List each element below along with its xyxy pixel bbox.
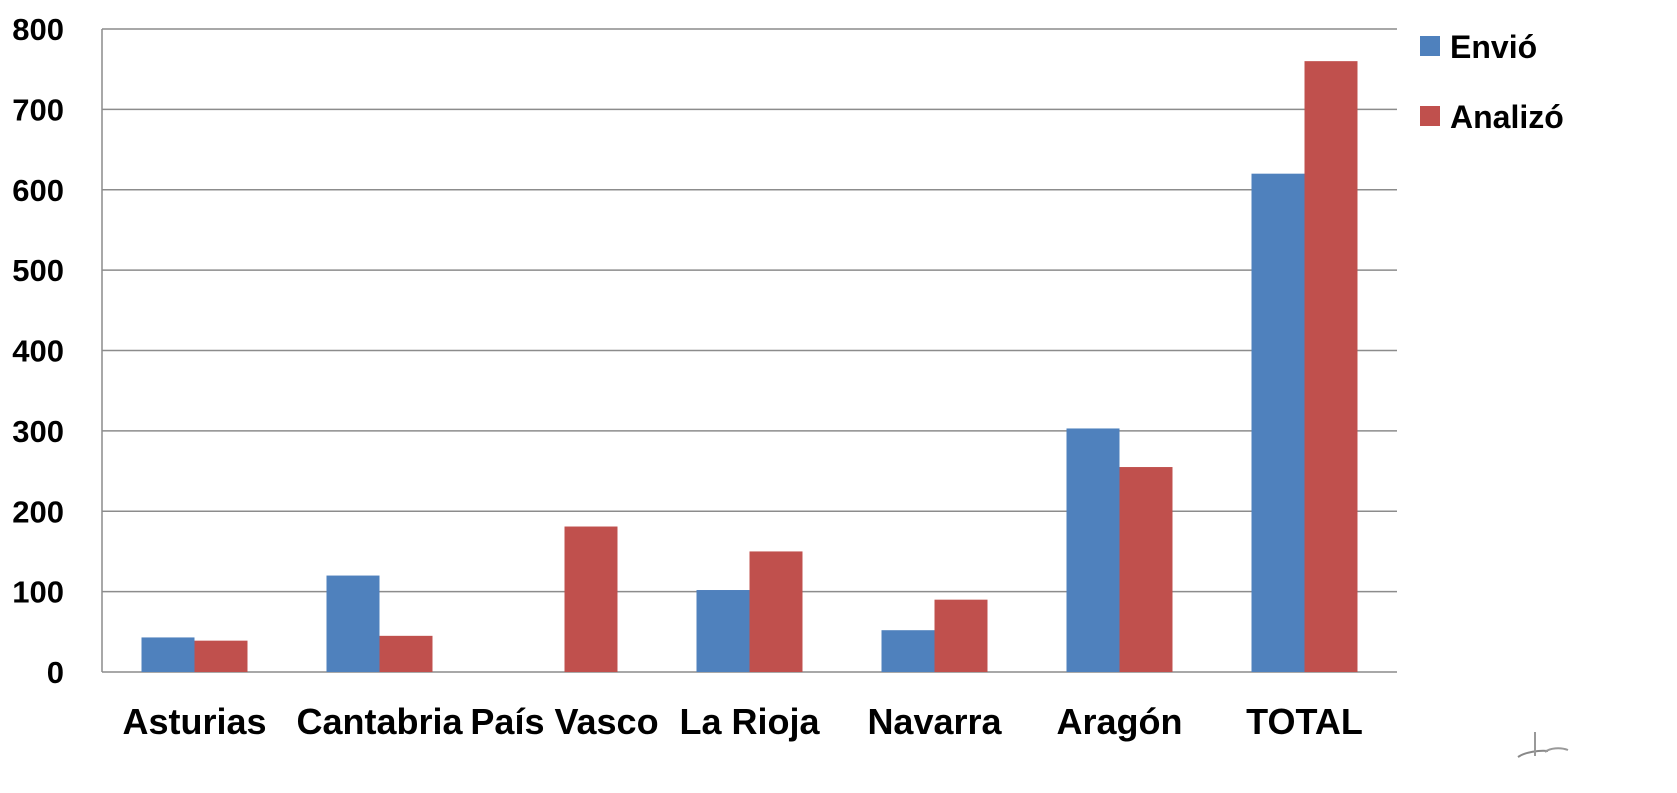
x-category-label: TOTAL: [1246, 701, 1363, 742]
bar-envio: [141, 637, 195, 672]
bar-analizo: [194, 640, 248, 672]
bar-analizo: [564, 526, 618, 672]
y-tick-label: 700: [12, 92, 64, 127]
y-tick-label: 300: [12, 414, 64, 449]
y-tick-label: 200: [12, 494, 64, 529]
x-category-label: Aragón: [1057, 701, 1183, 742]
corner-logo: [1517, 732, 1569, 758]
bar-envio: [1066, 428, 1120, 672]
x-category-label: Asturias: [122, 701, 266, 742]
x-category-label: Navarra: [867, 701, 1002, 742]
legend: Envió Analizó: [1420, 29, 1564, 135]
x-category-label: País Vasco: [470, 701, 658, 742]
y-tick-label: 500: [12, 253, 64, 288]
y-tick-label: 100: [12, 575, 64, 610]
legend-label: Envió: [1450, 29, 1537, 65]
bar-analizo: [934, 599, 988, 672]
bar-envio: [326, 575, 380, 672]
y-axis-ticks: 0 100 200 300 400 500 600 700 800: [12, 12, 64, 690]
x-category-label: La Rioja: [679, 701, 820, 742]
y-tick-label: 800: [12, 12, 64, 47]
bars: [141, 61, 1358, 673]
legend-swatch: [1420, 36, 1440, 56]
x-axis-labels: Asturias Cantabria País Vasco La Rioja Navar…: [122, 701, 1362, 742]
y-tick-label: 0: [47, 655, 64, 690]
bar-envio: [696, 590, 750, 672]
legend-swatch: [1420, 106, 1440, 126]
y-tick-label: 400: [12, 334, 64, 369]
bar-analizo: [749, 551, 803, 672]
bar-envio: [881, 630, 935, 672]
x-category-label: Cantabria: [296, 701, 463, 742]
bar-envio: [1251, 173, 1305, 673]
bar-analizo: [1119, 467, 1173, 672]
bar-analizo: [1304, 61, 1358, 672]
grid-lines: [101, 28, 1397, 673]
bar-analizo: [379, 635, 433, 672]
legend-label: Analizó: [1450, 99, 1564, 135]
y-tick-label: 600: [12, 173, 64, 208]
